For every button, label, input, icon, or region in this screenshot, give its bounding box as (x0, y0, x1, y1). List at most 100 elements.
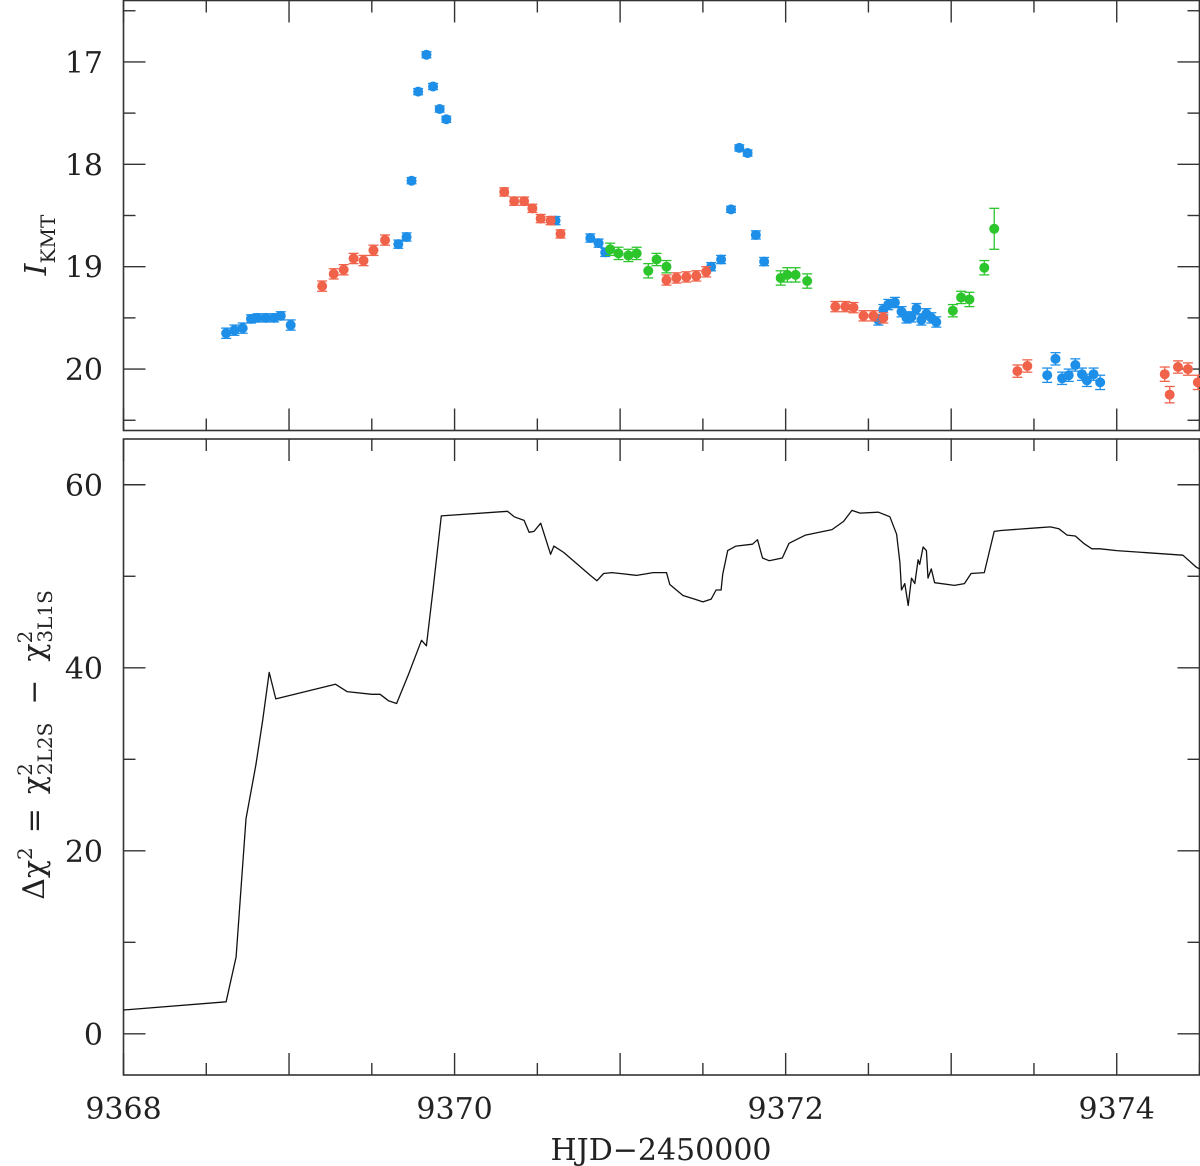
point-marker (1088, 369, 1099, 380)
point-marker (1050, 353, 1061, 364)
point-marker (317, 281, 328, 292)
data-point (260, 312, 271, 323)
point-marker (1164, 389, 1175, 400)
bottom-y-lhs: Δχ (17, 860, 52, 900)
x-tick-label: 9372 (747, 1092, 823, 1127)
point-marker (401, 232, 412, 242)
point-marker (221, 328, 232, 339)
svg-text:IKMT: IKMT (19, 214, 60, 276)
bottom-y-a-sub: 2L2S (33, 723, 57, 775)
top-y-tick-label: 17 (65, 46, 103, 81)
bottom-y-b-sub: 3L1S (33, 590, 57, 642)
point-marker (585, 233, 596, 244)
point-marker (1063, 370, 1074, 381)
data-point (868, 310, 879, 322)
data-point (421, 49, 432, 60)
point-marker (348, 253, 359, 264)
point-marker (338, 264, 349, 275)
top-y-tick-label: 18 (65, 148, 103, 183)
point-marker (979, 262, 990, 273)
data-point (759, 256, 770, 267)
point-marker (535, 213, 546, 224)
top-y-tick-label: 19 (65, 251, 103, 286)
data-point (434, 104, 445, 115)
data-point (1063, 368, 1074, 383)
point-marker (260, 312, 271, 323)
data-point (643, 262, 654, 279)
data-point (716, 254, 727, 265)
point-marker (519, 196, 530, 207)
data-point (1070, 358, 1081, 372)
data-point (393, 239, 404, 250)
x-axis-label: HJD−2450000 (551, 1133, 772, 1166)
data-point (701, 266, 712, 278)
point-marker (631, 248, 642, 259)
data-point (229, 324, 240, 336)
point-marker (555, 228, 566, 239)
data-point (1022, 359, 1033, 373)
point-marker (613, 248, 624, 259)
point-marker (661, 275, 672, 285)
point-marker (830, 301, 841, 312)
point-marker (1159, 369, 1170, 380)
top-panel-frame (122, 0, 1200, 432)
data-point (734, 142, 745, 153)
point-marker (661, 261, 672, 272)
point-marker (1012, 366, 1023, 377)
data-point (889, 296, 900, 309)
point-marker (380, 235, 391, 246)
bottom-y-a: χ (17, 776, 52, 794)
data-point (338, 263, 349, 276)
point-marker (428, 81, 439, 92)
top-panel-ticks: 17 18 19 20 (65, 0, 1200, 431)
point-marker (840, 301, 851, 312)
data-point (1192, 374, 1200, 391)
data-point (671, 272, 682, 284)
point-marker (1192, 377, 1200, 388)
data-point (358, 254, 369, 267)
data-point (593, 238, 604, 249)
bottom-y-lhs-sup: 2 (13, 847, 37, 860)
data-point (931, 316, 942, 328)
data-point (947, 303, 958, 318)
x-tick-label: 9368 (85, 1092, 161, 1127)
point-marker (413, 86, 424, 97)
data-point (840, 300, 851, 313)
point-marker (790, 269, 801, 280)
point-marker (358, 255, 369, 266)
data-point (535, 213, 546, 224)
point-marker (527, 203, 538, 214)
bottom-y-tick-label: 60 (65, 469, 103, 504)
data-point (651, 252, 662, 267)
point-marker (1095, 377, 1106, 388)
data-point (878, 312, 889, 324)
data-point (790, 267, 801, 283)
data-point (519, 196, 530, 207)
bottom-y-tick-label: 0 (84, 1018, 103, 1053)
point-marker (651, 254, 662, 265)
top-y-label-main: I (19, 262, 54, 276)
point-marker (858, 310, 869, 321)
data-point (545, 215, 556, 226)
data-point (237, 322, 248, 334)
point-marker (947, 305, 958, 316)
bottom-y-tick-label: 20 (65, 835, 103, 870)
top-y-tick-label: 20 (65, 353, 103, 388)
point-marker (989, 223, 1000, 234)
point-marker (782, 269, 793, 280)
data-point (441, 114, 452, 125)
svg-text:Δχ2=χ22L2S−χ23L1S: Δχ2=χ22L2S−χ23L1S (13, 590, 57, 900)
data-point (1159, 366, 1170, 383)
top-y-axis-label: IKMT (19, 214, 60, 276)
point-marker (1172, 362, 1183, 373)
data-point (742, 148, 753, 159)
point-marker (593, 238, 604, 249)
data-point (1172, 360, 1183, 374)
data-point (979, 259, 990, 276)
point-marker (605, 244, 616, 255)
point-marker (509, 196, 520, 207)
data-point (1095, 374, 1106, 391)
data-point (368, 244, 379, 257)
point-marker (878, 312, 889, 323)
point-marker (643, 265, 654, 276)
